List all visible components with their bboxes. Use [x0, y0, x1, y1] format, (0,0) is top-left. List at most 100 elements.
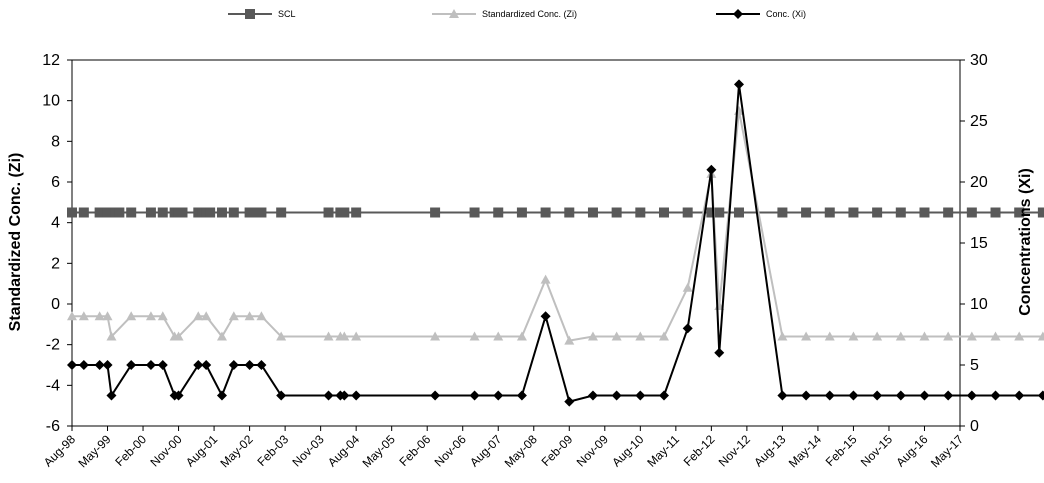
- data-point: [848, 207, 859, 218]
- series-conc-xi-: [67, 79, 1044, 407]
- data-point: [706, 164, 717, 175]
- series-line: [72, 110, 1043, 342]
- y-right-tick-label: 20: [970, 174, 988, 191]
- data-point: [94, 311, 105, 321]
- data-point: [102, 311, 113, 321]
- data-point: [564, 396, 575, 407]
- data-point: [205, 207, 216, 218]
- legend-marker: [245, 9, 255, 19]
- data-point: [895, 331, 906, 341]
- legend-label: Standardized Conc. (Zi): [482, 9, 577, 19]
- data-point: [323, 331, 334, 341]
- data-point: [114, 207, 125, 218]
- data-point: [990, 207, 1001, 218]
- data-point: [351, 390, 362, 401]
- data-point: [895, 207, 906, 218]
- y-right-tick-label: 15: [970, 235, 988, 252]
- data-point: [966, 331, 977, 341]
- data-point: [228, 360, 239, 370]
- legend-marker: [449, 9, 459, 18]
- x-tick-label: May-02: [218, 432, 256, 470]
- data-point: [801, 390, 812, 401]
- data-point: [244, 311, 255, 321]
- data-point: [682, 282, 693, 292]
- data-point: [78, 311, 89, 321]
- data-point: [228, 311, 239, 321]
- legend-marker: [733, 9, 743, 19]
- data-point: [919, 331, 930, 341]
- data-point: [801, 331, 812, 341]
- data-point: [540, 311, 551, 322]
- data-point: [323, 207, 334, 218]
- x-tick-label: May-17: [928, 432, 966, 470]
- data-point: [540, 207, 551, 218]
- data-point: [351, 331, 362, 341]
- x-tick-label: Feb-03: [254, 432, 291, 469]
- x-tick-label: Nov-06: [432, 432, 469, 469]
- data-point: [966, 207, 977, 218]
- x-tick-label: May-14: [786, 432, 824, 470]
- y-right-tick-label: 10: [970, 296, 988, 313]
- y-left-tick-label: 2: [51, 255, 60, 272]
- data-point: [256, 207, 267, 218]
- x-tick-label: Aug-04: [325, 432, 362, 469]
- data-point: [516, 331, 527, 341]
- data-point: [659, 207, 669, 218]
- data-point: [106, 331, 117, 341]
- x-tick-label: May-05: [360, 432, 398, 470]
- data-point: [587, 390, 598, 401]
- data-point: [635, 207, 646, 218]
- y-left-tick-label: 12: [42, 52, 60, 69]
- data-point: [1037, 390, 1044, 401]
- series-line: [72, 84, 1043, 403]
- data-point: [173, 390, 184, 401]
- data-point: [193, 360, 204, 370]
- data-point: [145, 311, 156, 321]
- data-point: [216, 207, 227, 218]
- data-point: [1014, 390, 1025, 401]
- data-point: [587, 207, 598, 218]
- data-point: [469, 390, 480, 401]
- data-point: [682, 207, 693, 218]
- data-point: [824, 390, 835, 401]
- data-point: [659, 390, 669, 401]
- y-right-tick-label: 25: [970, 113, 988, 130]
- data-point: [201, 360, 212, 370]
- data-point: [635, 331, 646, 341]
- data-point: [173, 331, 184, 341]
- x-tick-label: Aug-07: [467, 432, 504, 469]
- data-point: [430, 207, 441, 218]
- data-point: [990, 331, 1001, 341]
- data-point: [706, 207, 717, 218]
- data-point: [659, 331, 669, 341]
- x-tick-label: Aug-10: [609, 432, 646, 469]
- data-point: [919, 207, 930, 218]
- series-standardized-conc-zi-: [67, 105, 1044, 345]
- y-right-tick-label: 30: [970, 52, 988, 69]
- data-point: [339, 331, 350, 341]
- data-point: [430, 390, 441, 401]
- data-point: [801, 207, 812, 218]
- y-left-tick-label: -6: [46, 418, 60, 435]
- x-tick-label: Feb-09: [539, 432, 576, 469]
- data-point: [611, 207, 622, 218]
- data-point: [126, 360, 137, 370]
- x-tick-label: May-99: [75, 432, 113, 470]
- data-point: [67, 311, 77, 321]
- data-point: [323, 390, 334, 401]
- y-left-tick-label: 10: [42, 93, 60, 110]
- data-point: [990, 390, 1001, 401]
- data-point: [157, 311, 168, 321]
- data-point: [1037, 207, 1044, 218]
- legend-item: SCL: [228, 9, 296, 19]
- data-point: [611, 331, 622, 341]
- y-left-tick-label: -4: [46, 377, 60, 394]
- data-point: [777, 331, 788, 341]
- x-tick-label: Feb-00: [112, 432, 149, 469]
- data-point: [919, 390, 930, 401]
- data-point: [126, 207, 137, 218]
- data-point: [516, 390, 527, 401]
- data-point: [872, 331, 883, 341]
- data-point: [78, 360, 89, 370]
- data-point: [201, 311, 212, 321]
